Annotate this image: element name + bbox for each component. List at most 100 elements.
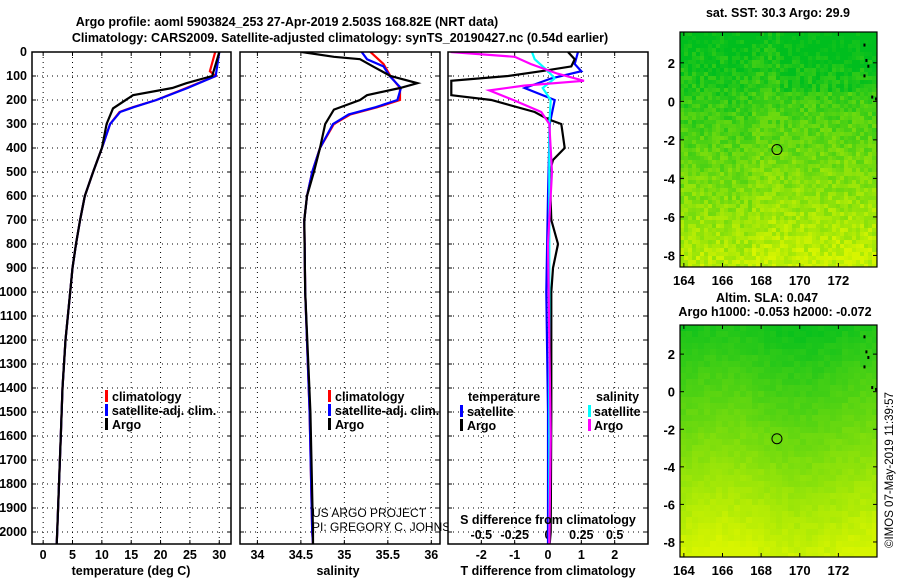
y-tick-label: 700	[6, 213, 27, 227]
lat-tick-label: -2	[663, 422, 675, 437]
y-tick-label: 400	[6, 141, 27, 155]
plot-frame	[447, 51, 649, 545]
island-mark	[865, 350, 868, 354]
y-tick-label: 600	[6, 189, 27, 203]
map-frame	[679, 324, 878, 558]
legend-swatch-argo	[328, 418, 331, 430]
plot-frame	[31, 51, 232, 545]
x2-tick-label: -0.5	[471, 528, 493, 542]
sla-map-title: Altim. SLA: 0.047	[716, 291, 818, 305]
x-tick-label: 30	[212, 548, 226, 562]
legend-swatch-climatology	[105, 390, 108, 402]
y-tick-label: 1400	[0, 381, 27, 395]
y-tick-label: 800	[6, 237, 27, 251]
x-tick-label: 35.5	[376, 548, 400, 562]
x-tick-label: 15	[124, 548, 138, 562]
x-axis-label-s-difference: S difference from climatology	[460, 513, 636, 527]
y-tick-label: 1000	[0, 285, 27, 299]
series-line-argo	[301, 52, 422, 544]
lat-tick-label: -8	[663, 535, 675, 550]
island-mark	[875, 97, 878, 101]
island-mark	[867, 64, 870, 68]
lat-tick-label: 2	[668, 347, 675, 362]
y-tick-label: 1200	[0, 333, 27, 347]
island-mark	[865, 58, 868, 62]
x-tick-label: 35	[337, 548, 351, 562]
x-tick-label: 20	[154, 548, 168, 562]
sla-map-subtitle: Argo h1000: -0.053 h2000: -0.072	[678, 305, 871, 319]
panel-salinity: 34 34.5 35 35.5 36	[239, 51, 441, 562]
sst_map-axes: 164 166 168 170 172 2 0 -2 -4 -6 -8	[663, 31, 878, 288]
legend-swatch-s-satellite	[588, 405, 591, 417]
legend-swatch-t-argo	[460, 419, 463, 431]
series-line-argo	[55, 52, 221, 544]
x-tick-label: 0	[545, 548, 552, 562]
plot-frame	[239, 51, 441, 545]
lat-tick-label: 2	[668, 56, 675, 71]
y-tick-label: 1600	[0, 429, 27, 443]
legend-swatch-satellite	[328, 404, 331, 416]
lon-tick-label: 166	[712, 563, 734, 578]
legend-label: satellite-adj. clim.	[335, 404, 439, 418]
title-line-1: Argo profile: aoml 5903824_253 27-Apr-20…	[76, 15, 498, 29]
lat-tick-label: -2	[663, 133, 675, 148]
legend-label: satellite	[467, 405, 514, 419]
y-tick-label: 1900	[0, 501, 27, 515]
island-mark	[863, 43, 866, 47]
island-mark	[875, 387, 878, 391]
island-mark	[863, 365, 866, 369]
x-axis-label-t-difference: T difference from climatology	[460, 564, 635, 578]
legend-swatch-s-argo	[588, 419, 591, 431]
x-tick-label: 1	[578, 548, 585, 562]
series-line-temperature-satellite	[521, 52, 584, 544]
y-tick-label: 1300	[0, 357, 27, 371]
x-tick-label: 2	[611, 548, 618, 562]
lon-tick-label: 168	[750, 563, 772, 578]
x-tick-label: 10	[95, 548, 109, 562]
legend-title-salinity: salinity	[596, 390, 639, 404]
x-tick-label: 5	[69, 548, 76, 562]
lat-tick-label: -4	[663, 171, 675, 186]
x-tick-label: 34.5	[289, 548, 313, 562]
y-tick-label: 1800	[0, 477, 27, 491]
imos-timestamp: ©IMOS 07-May-2019 11:39:57	[884, 392, 896, 548]
y-tick-label: 900	[6, 261, 27, 275]
y-tick-label: 1500	[0, 405, 27, 419]
y-tick-label: 500	[6, 165, 27, 179]
y-tick-label: 0	[20, 45, 27, 59]
sla-map-image	[680, 325, 877, 557]
x-tick-label: 0	[40, 548, 47, 562]
island-mark	[863, 335, 866, 339]
y-tick-label: 100	[6, 69, 27, 83]
x2-tick-label: 0.5	[606, 528, 623, 542]
pi-credit: PI: GREGORY C. JOHNSON	[312, 520, 468, 534]
lat-tick-label: -6	[663, 497, 675, 512]
project-credit: US ARGO PROJECT	[312, 506, 427, 520]
lat-tick-label: -4	[663, 460, 675, 475]
legend-label: satellite-adj. clim.	[112, 404, 216, 418]
legend-swatch-t-satellite	[460, 405, 463, 417]
y-tick-label: 300	[6, 117, 27, 131]
lon-tick-label: 172	[828, 273, 850, 288]
sst-map-title: sat. SST: 30.3 Argo: 29.9	[706, 6, 850, 20]
panel-difference: -2 -1 0 1 2-0.5 -0.25 0 0.25 0.5	[447, 51, 649, 562]
plot-area	[240, 52, 440, 544]
x-tick-label: -1	[509, 548, 520, 562]
lat-tick-label: 0	[668, 94, 675, 109]
legend-label: climatology	[112, 390, 182, 404]
x2-tick-label: 0.25	[569, 528, 593, 542]
title-line-2: Climatology: CARS2009. Satellite-adjuste…	[72, 31, 608, 45]
y-tick-label: 1100	[0, 309, 27, 323]
island-mark	[871, 95, 874, 99]
lat-tick-label: 0	[668, 385, 675, 400]
legend-label: climatology	[335, 390, 405, 404]
map-frame	[679, 31, 878, 268]
profile-location-marker	[771, 144, 783, 156]
lon-tick-label: 168	[750, 273, 772, 288]
legend-label: Argo	[112, 418, 142, 432]
legend-swatch-argo	[105, 418, 108, 430]
lat-tick-label: -8	[663, 248, 675, 263]
legend-label: Argo	[594, 419, 624, 433]
island-mark	[867, 355, 870, 359]
